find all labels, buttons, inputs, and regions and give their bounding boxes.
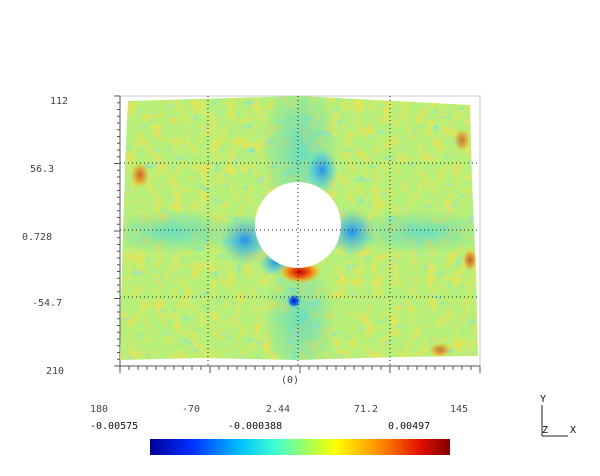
colorbar: -0.00575 -0.000388 0.00497 [90, 421, 450, 455]
x-tick-labels: 180 -70 2.44 71.2 145 [90, 404, 468, 415]
x-tick-label: -70 [182, 404, 200, 415]
triad-y-label: Y [540, 394, 546, 405]
triad-z-label: Z [542, 425, 548, 436]
colorbar-gradient [150, 439, 450, 455]
y-tick-label: 0.728 [22, 232, 52, 243]
y-tick-label: 112 [50, 96, 68, 107]
y-tick-label: -54.7 [32, 298, 62, 309]
colorbar-min-label: -0.00575 [90, 421, 138, 432]
x-minor-ticks [119, 366, 481, 373]
y-tick-label: 56.3 [30, 164, 54, 175]
triad-x-label: X [570, 425, 576, 436]
x-tick-label: 71.2 [354, 404, 378, 415]
colorbar-mid-label: -0.000388 [228, 421, 282, 432]
y-tick-labels: 112 56.3 0.728 -54.7 210 [22, 96, 68, 377]
x-tick-label: 2.44 [266, 404, 290, 415]
x-tick-label: 145 [450, 404, 468, 415]
field-plate [120, 96, 478, 360]
colorbar-max-label: 0.00497 [388, 421, 430, 432]
x-axis-title: (0) [281, 375, 299, 386]
grid-lines [120, 96, 480, 366]
x-tick-label: 180 [90, 404, 108, 415]
y-tick-label: 210 [46, 366, 64, 377]
y-minor-ticks [114, 95, 120, 367]
axis-triad: Y Z X [540, 394, 576, 437]
